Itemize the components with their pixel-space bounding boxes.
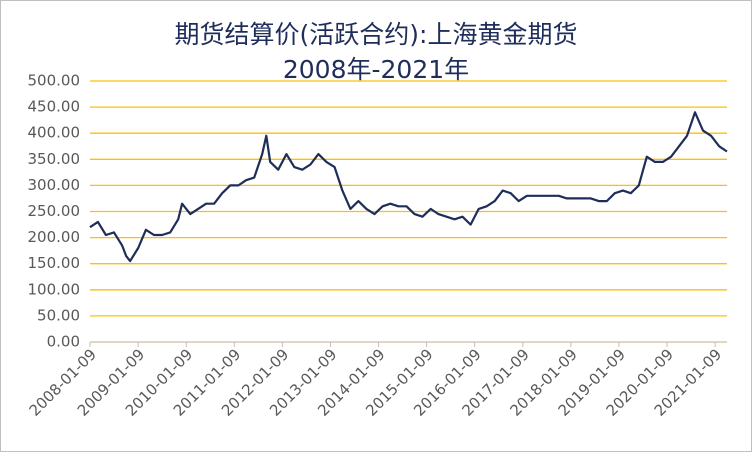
y-tick-label: 150.00	[28, 254, 81, 272]
chart-subtitle: 2008年-2021年	[283, 55, 469, 84]
y-tick-label: 350.00	[28, 150, 81, 168]
y-tick-label: 300.00	[28, 176, 81, 194]
chart-title: 期货结算价(活跃合约):上海黄金期货	[175, 20, 578, 49]
y-tick-label: 50.00	[37, 306, 80, 324]
y-tick-label: 0.00	[47, 333, 80, 351]
y-tick-label: 200.00	[28, 228, 81, 246]
price-line	[89, 111, 728, 263]
y-tick-label: 500.00	[28, 72, 81, 90]
y-tick-label: 250.00	[28, 202, 81, 220]
y-tick-label: 100.00	[28, 280, 81, 298]
y-tick-label: 400.00	[28, 124, 81, 142]
y-tick-label: 450.00	[28, 98, 81, 116]
